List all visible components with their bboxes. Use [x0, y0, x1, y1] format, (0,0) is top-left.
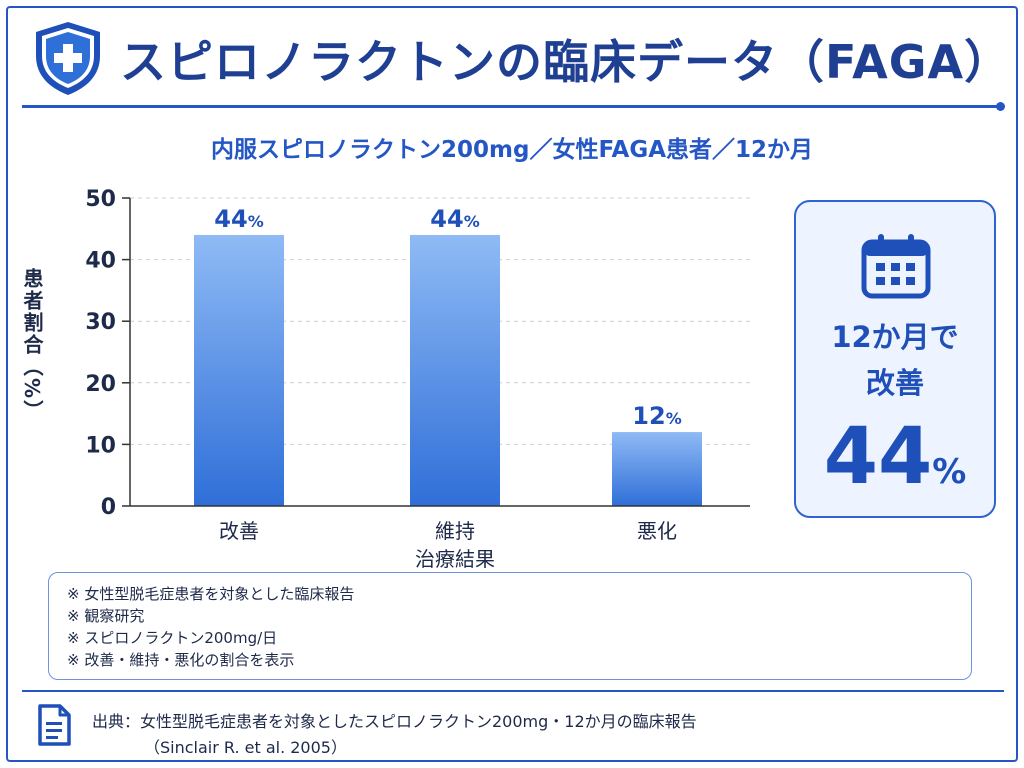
x-tick-label: 悪化 [637, 519, 677, 543]
page-frame [6, 6, 1018, 762]
title-divider [22, 105, 1000, 108]
highlight-number: 44 [823, 412, 933, 502]
header: スピロノラクトンの臨床データ（FAGA） [28, 18, 1010, 98]
data-label: 44% [214, 205, 263, 233]
document-icon [38, 704, 71, 746]
y-tick-label: 10 [85, 433, 116, 458]
chart-subtitle: 内服スピロノラクトン200mg／女性FAGA患者／12か月 [211, 137, 813, 163]
x-tick-label: 改善 [219, 519, 259, 543]
y-tick-label: 20 [85, 372, 116, 397]
footer-divider [22, 690, 1004, 692]
highlight-unit: % [932, 452, 967, 492]
highlight-value: 44% [796, 412, 994, 502]
highlight-period: 12か月で [831, 320, 959, 354]
note-item: ※ 観察研究 [67, 607, 145, 625]
notes-box: ※ 女性型脱毛症患者を対象とした臨床報告 ※ 観察研究 ※ スピロノラクトン20… [48, 572, 972, 680]
bar-維持 [410, 234, 500, 506]
axes [122, 197, 750, 507]
data-label: 44% [430, 205, 479, 233]
y-tick-label: 40 [85, 249, 116, 274]
note-item: ※ 女性型脱毛症患者を対象とした臨床報告 [67, 585, 355, 603]
y-tick-label: 30 [85, 310, 116, 335]
highlight-card: 12か月で 改善 44% [794, 200, 996, 518]
page-title: スピロノラクトンの臨床データ（FAGA） [120, 35, 1012, 89]
source-reference: （Sinclair R. et al. 2005） [144, 738, 347, 757]
note-item: ※ スピロノラクトン200mg/日 [67, 629, 278, 647]
note-item: ※ 改善・維持・悪化の割合を表示 [67, 651, 295, 669]
medical-shield-icon [36, 22, 100, 95]
highlight-outcome: 改善 [865, 366, 924, 400]
source-citation: 出典：女性型脱毛症患者を対象としたスピロノラクトン200mg・12か月の臨床報告 [92, 712, 697, 731]
y-axis-label: 患者割合（%） [20, 268, 44, 423]
bar-悪化 [612, 432, 702, 506]
divider-dot [996, 102, 1005, 111]
x-axis-title: 治療結果 [415, 547, 495, 571]
x-tick-label: 維持 [435, 519, 475, 543]
bars [194, 234, 702, 506]
data-label: 12% [632, 402, 681, 430]
y-tick-label: 50 [85, 187, 116, 212]
bar-改善 [194, 234, 284, 506]
y-tick-label: 0 [101, 495, 116, 520]
calendar-icon [861, 234, 931, 299]
